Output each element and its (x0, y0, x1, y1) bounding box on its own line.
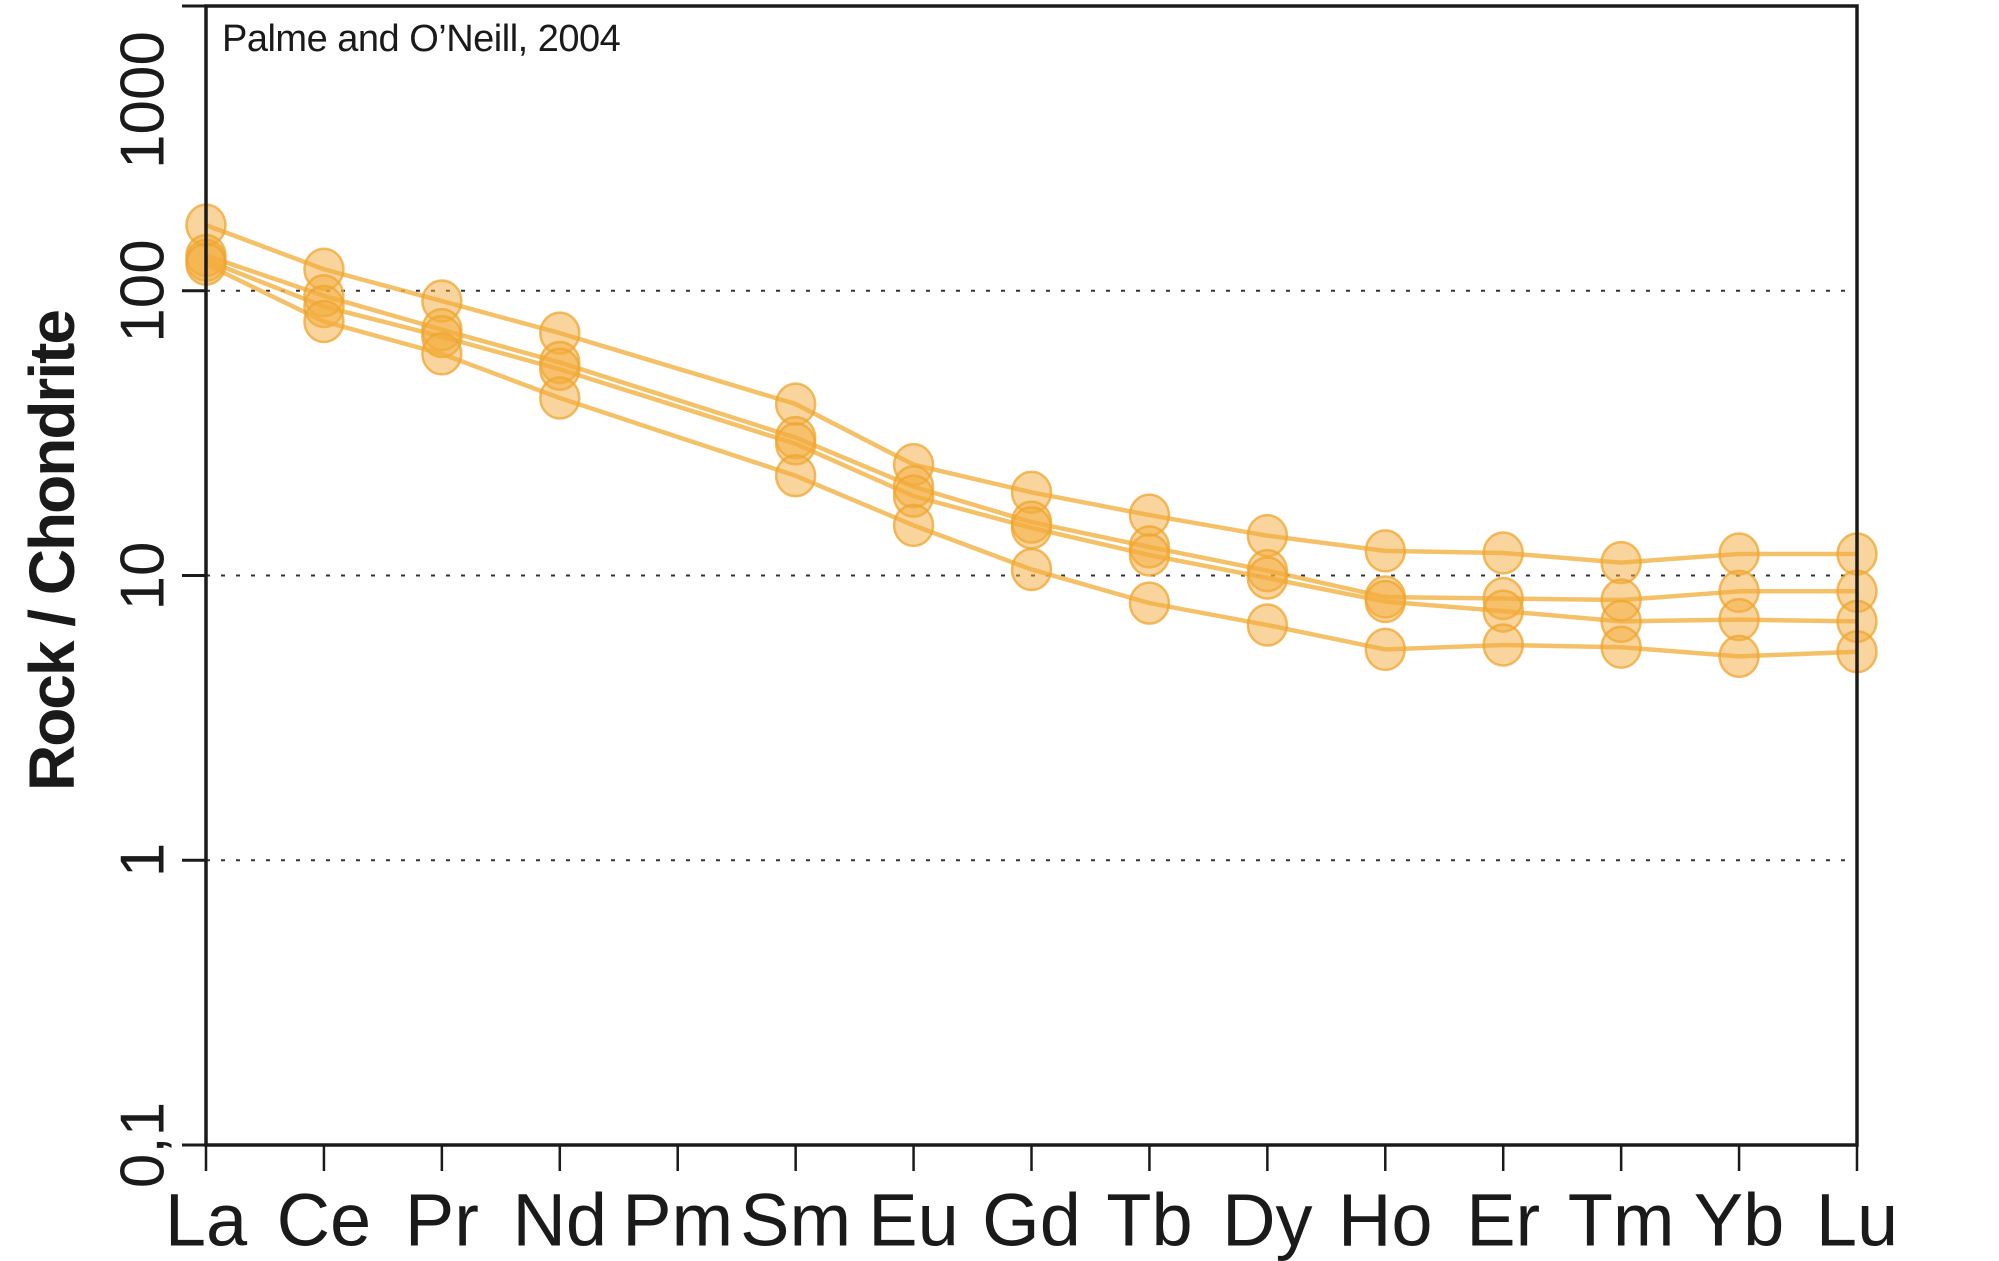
y-tick-label: 1 (108, 843, 178, 878)
data-point-marker (1600, 540, 1642, 585)
x-tick-label: Dy (1222, 1178, 1313, 1261)
data-point-marker (892, 503, 935, 548)
y-tick-label: 10 (108, 541, 178, 610)
data-point-marker (1482, 623, 1524, 667)
y-tick-label: 0,1 (108, 1101, 178, 1189)
y-tick-label: 1000 (108, 31, 178, 169)
data-point-marker (774, 454, 817, 498)
x-tick-label: Er (1466, 1178, 1541, 1261)
data-point-marker (539, 376, 581, 420)
x-tick-label: Eu (868, 1178, 959, 1261)
data-point-marker (1600, 625, 1642, 669)
data-point-marker (1718, 532, 1760, 576)
x-tick-label: La (164, 1178, 248, 1261)
data-point-marker (1128, 581, 1171, 625)
data-point-marker (1718, 634, 1760, 679)
data-point-marker (1364, 529, 1407, 573)
data-point-marker (421, 332, 463, 376)
data-point-marker (1010, 506, 1053, 550)
data-point-marker (1246, 556, 1289, 600)
x-tick-label: Nd (512, 1178, 608, 1261)
x-tick-label: Gd (982, 1178, 1081, 1261)
data-point-marker (1718, 597, 1760, 642)
x-tick-label: Ce (276, 1178, 372, 1261)
x-tick-label: Tb (1106, 1178, 1193, 1261)
data-point-marker (1364, 579, 1407, 624)
x-tick-label: Ho (1337, 1178, 1433, 1261)
x-tick-label: Tm (1567, 1178, 1675, 1261)
x-tick-label: Sm (740, 1178, 852, 1261)
y-tick-label: 100 (108, 239, 178, 343)
data-point-marker (1364, 627, 1407, 672)
x-tick-label: Pm (622, 1178, 734, 1261)
source-annotation: Palme and O’Neill, 2004 (222, 18, 621, 60)
data-point-marker (303, 299, 345, 344)
data-point-marker (1010, 547, 1053, 592)
data-point-marker (1128, 533, 1171, 577)
data-point-marker (1482, 531, 1524, 575)
data-point-marker (1246, 603, 1289, 647)
x-tick-label: Yb (1693, 1178, 1785, 1261)
x-tick-label: Lu (1815, 1178, 1899, 1261)
x-tick-label: Pr (404, 1178, 479, 1261)
